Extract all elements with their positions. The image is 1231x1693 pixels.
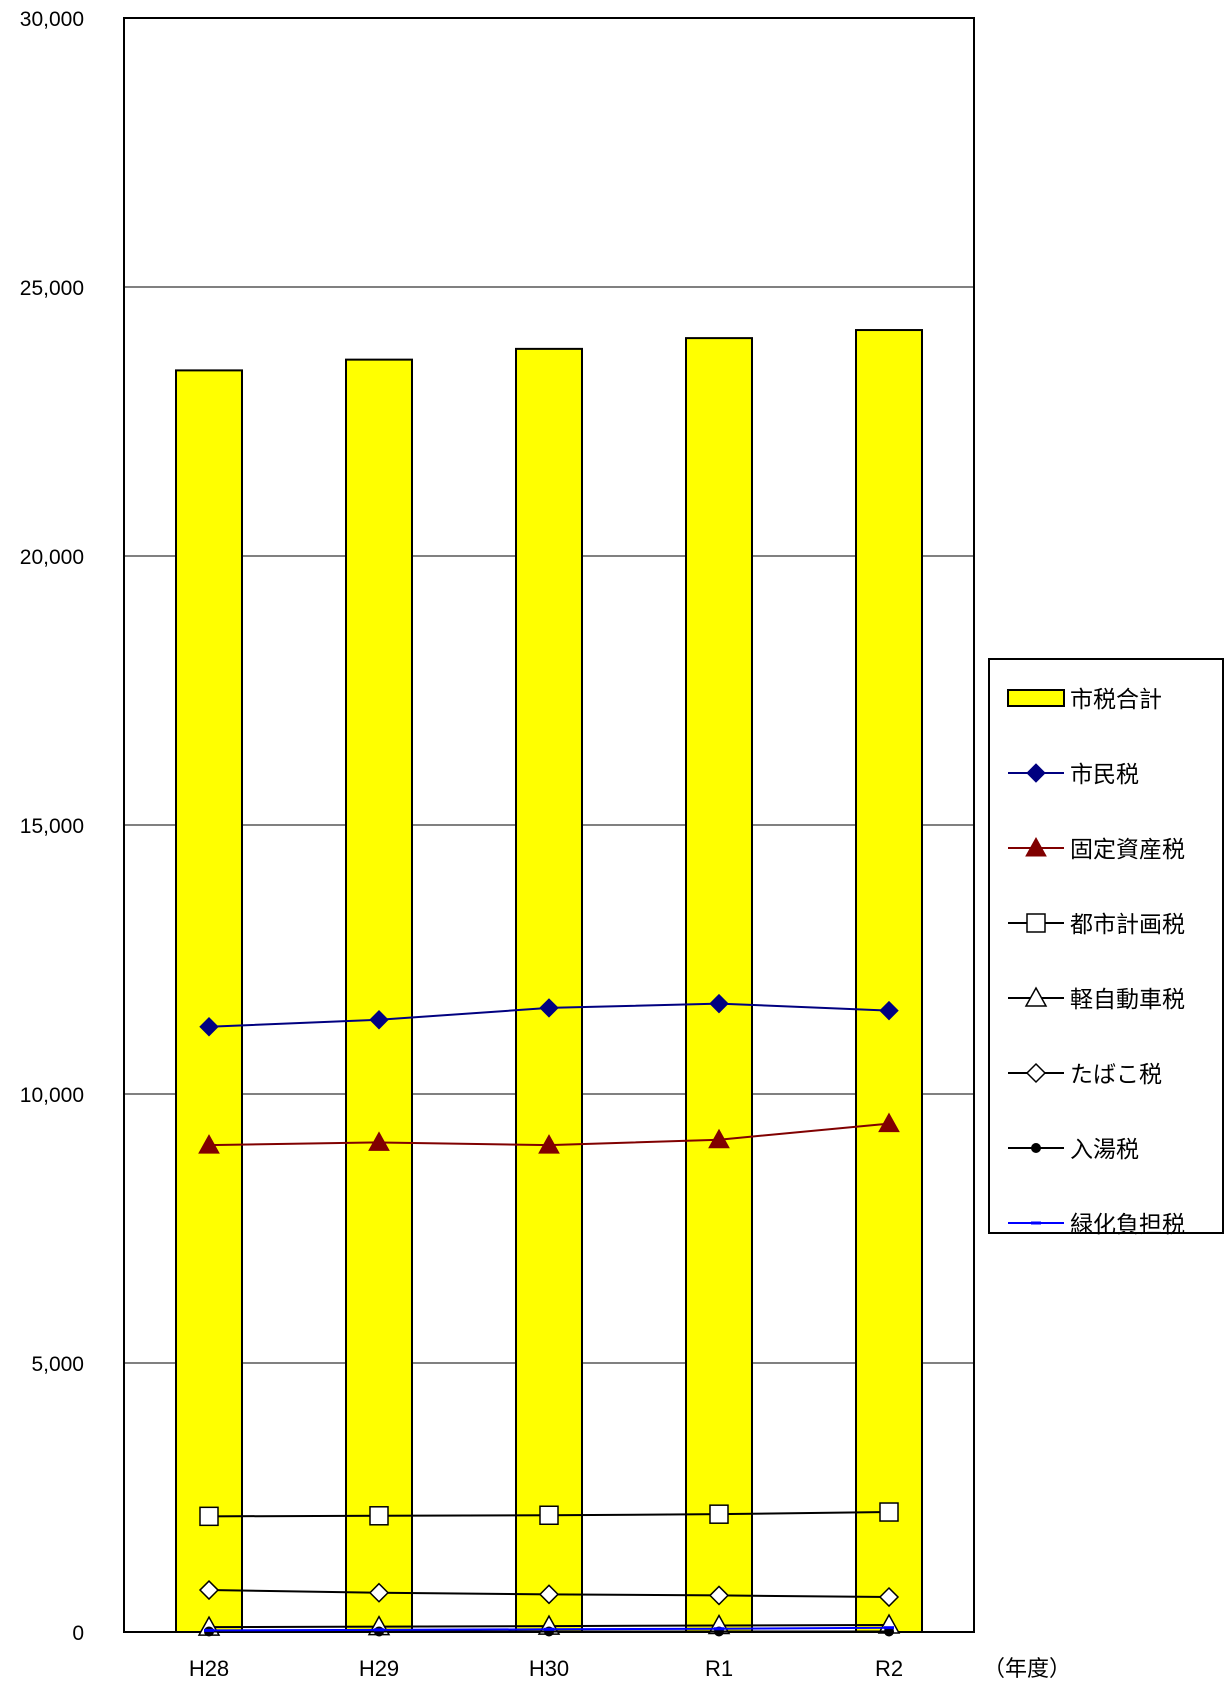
data-point xyxy=(369,1506,389,1526)
data-point xyxy=(374,1628,384,1632)
x-tick-label: R2 xyxy=(875,1656,903,1681)
y-tick-label: 20,000 xyxy=(20,546,84,569)
legend-box xyxy=(988,658,1224,1234)
x-axis-ticks: H28 H29 H30 R1 R2 xyxy=(189,1656,903,1681)
bar-R1 xyxy=(685,337,753,1633)
y-axis-ticks: 0 5,000 10,000 15,000 20,000 25,000 30,000 xyxy=(20,8,84,1645)
data-point xyxy=(878,1112,900,1133)
data-point xyxy=(204,1628,214,1632)
legend-label: 市民税 xyxy=(1070,762,1139,788)
data-point xyxy=(878,1586,900,1608)
data-point xyxy=(708,1585,730,1606)
series-1 xyxy=(198,1112,900,1154)
x-axis-unit-label: （年度） xyxy=(983,1657,1071,1682)
x-tick-label: R1 xyxy=(705,1656,733,1681)
y-tick-label: 0 xyxy=(72,1622,84,1645)
legend-marker xyxy=(1024,986,1048,1007)
data-point xyxy=(709,993,729,1014)
legend-label: 入湯税 xyxy=(1070,1137,1139,1163)
bar-H29 xyxy=(345,358,413,1633)
legend-swatch xyxy=(1007,689,1065,707)
data-point xyxy=(884,1626,894,1630)
x-tick-label: H28 xyxy=(189,1656,229,1681)
data-point xyxy=(708,1128,730,1149)
legend-label: 市税合計 xyxy=(1070,687,1162,713)
y-tick-label: 25,000 xyxy=(20,277,84,300)
series-2 xyxy=(199,1502,899,1527)
data-point xyxy=(709,1504,729,1524)
x-tick-label: H29 xyxy=(359,1656,399,1681)
legend-label: 緑化負担税 xyxy=(1070,1212,1185,1238)
legend-label: 固定資産税 xyxy=(1070,837,1185,863)
data-point xyxy=(369,1010,389,1030)
legend-marker xyxy=(1025,1062,1047,1084)
legend-marker xyxy=(1026,913,1046,933)
y-tick-label: 10,000 xyxy=(20,1084,84,1107)
data-point xyxy=(714,1627,724,1631)
bars xyxy=(175,329,923,1633)
data-point xyxy=(198,1134,220,1154)
bar-H28 xyxy=(175,369,243,1633)
data-point xyxy=(538,1584,560,1605)
data-point xyxy=(368,1131,390,1151)
data-point xyxy=(199,1506,219,1527)
data-point xyxy=(544,1627,554,1631)
legend-label: たばこ税 xyxy=(1070,1062,1162,1088)
legend-marker xyxy=(1031,1143,1041,1153)
legend-marker xyxy=(1026,763,1046,783)
data-point xyxy=(879,1502,899,1522)
data-point xyxy=(879,1000,899,1021)
data-point xyxy=(538,1134,560,1154)
legend-marker xyxy=(1025,836,1047,857)
legend-label: 軽自動車税 xyxy=(1070,987,1185,1013)
bar-H30 xyxy=(515,347,583,1633)
data-point xyxy=(198,1579,220,1601)
series-4 xyxy=(198,1579,900,1608)
series-0 xyxy=(199,993,899,1037)
data-point xyxy=(374,1626,384,1637)
legend-marker xyxy=(1031,1221,1041,1225)
data-point xyxy=(539,1505,559,1526)
series-6 xyxy=(204,1626,894,1632)
data-point xyxy=(199,1017,219,1037)
x-tick-label: H30 xyxy=(529,1656,569,1681)
legend-label: 都市計画税 xyxy=(1070,912,1185,938)
bar-R2 xyxy=(855,329,923,1633)
line-series xyxy=(197,993,901,1637)
y-tick-label: 5,000 xyxy=(31,1353,84,1376)
data-point xyxy=(368,1582,390,1603)
data-point xyxy=(539,998,559,1018)
y-tick-label: 30,000 xyxy=(20,8,84,31)
y-tick-label: 15,000 xyxy=(20,815,84,838)
